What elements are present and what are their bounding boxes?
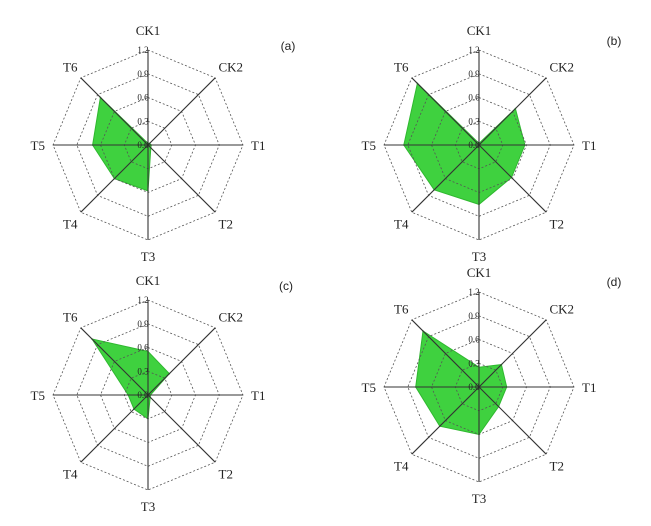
axis-label-t2: T2 xyxy=(219,467,233,482)
tick-label: 0.0 xyxy=(137,140,149,150)
spoke-t2 xyxy=(478,386,547,455)
tick-label: 0.6 xyxy=(468,93,480,103)
tick-label: 0.9 xyxy=(468,69,480,79)
grid-ring xyxy=(383,49,575,241)
tick-label: 0.9 xyxy=(137,319,149,329)
grid-ring xyxy=(76,323,220,467)
spoke-t4 xyxy=(80,394,149,463)
axis-label-t4: T4 xyxy=(63,467,78,482)
spoke-t6 xyxy=(80,327,149,396)
axis-label-t2: T2 xyxy=(550,217,564,232)
tick-label: 0.6 xyxy=(137,93,149,103)
axis-label-ck2: CK2 xyxy=(219,60,244,75)
spoke-t2 xyxy=(478,144,547,213)
axis-label-t3: T3 xyxy=(141,499,155,514)
axis-label-ck1: CK1 xyxy=(136,23,161,38)
axis-label-ck1: CK1 xyxy=(467,23,492,38)
tick-label: 1.2 xyxy=(468,287,479,297)
tick-label: 0.3 xyxy=(468,358,480,368)
spoke-ck2 xyxy=(478,319,547,388)
axis-label-ck2: CK2 xyxy=(550,60,575,75)
axis-label-t4: T4 xyxy=(63,217,78,232)
axis-label-t3: T3 xyxy=(472,249,486,264)
axis-label-t3: T3 xyxy=(141,249,155,264)
tick-label: 0.9 xyxy=(468,311,480,321)
grid-ring xyxy=(407,73,551,217)
spoke-ck2 xyxy=(478,77,547,146)
axis-label-t5: T5 xyxy=(362,380,376,395)
spoke-t4 xyxy=(411,144,480,213)
tick-label: 0.0 xyxy=(468,382,480,392)
tick-label: 0.9 xyxy=(137,69,149,79)
axis-label-ck2: CK2 xyxy=(550,302,575,317)
axis-label-ck2: CK2 xyxy=(219,310,244,325)
panel-label: (b) xyxy=(607,34,622,48)
axis-label-ck1: CK1 xyxy=(136,273,161,288)
axis-label-t4: T4 xyxy=(394,217,409,232)
tick-label: 0.3 xyxy=(468,116,480,126)
radar-chart-4: 0.0 0.3 0.6 0.9 1.2 CK1 CK2 T1 T2 T3 T4 T5 T6 (d) xyxy=(362,265,622,506)
tick-label: 0.6 xyxy=(468,335,480,345)
spoke-t6 xyxy=(80,77,149,146)
grid-ring xyxy=(52,299,244,491)
axis-label-t2: T2 xyxy=(219,217,233,232)
grid-ring xyxy=(52,49,244,241)
axis-label-t4: T4 xyxy=(394,459,409,474)
panel-label: (d) xyxy=(607,275,622,289)
axis-label-t1: T1 xyxy=(582,138,596,153)
panel-label: (c) xyxy=(279,279,293,293)
axis-label-ck1: CK1 xyxy=(467,265,492,280)
tick-label: 0.0 xyxy=(468,140,480,150)
tick-label: 0.3 xyxy=(137,116,149,126)
radar-chart-2: 0.0 0.3 0.6 0.9 1.2 CK1 CK2 T1 T2 T3 T4 T5 T6 (b) xyxy=(362,23,622,264)
tick-label: 0.3 xyxy=(137,366,149,376)
radar-chart-1: 0.0 0.3 0.6 0.9 1.2 CK1 CK2 T1 T2 T3 T4 T5 T6 (a) xyxy=(31,23,296,264)
grid-ring xyxy=(407,315,551,459)
axis-label-t1: T1 xyxy=(251,388,265,403)
axis-label-t3: T3 xyxy=(472,491,486,506)
axis-label-t6: T6 xyxy=(63,60,78,75)
grid-ring xyxy=(76,73,220,217)
tick-label: 0.0 xyxy=(137,390,149,400)
spoke-t4 xyxy=(80,144,149,213)
spoke-t4 xyxy=(411,386,480,455)
tick-label: 1.2 xyxy=(137,45,148,55)
axis-label-t1: T1 xyxy=(251,138,265,153)
spoke-t6 xyxy=(411,77,480,146)
axis-label-t5: T5 xyxy=(31,138,45,153)
axis-label-t2: T2 xyxy=(550,459,564,474)
axis-label-t6: T6 xyxy=(63,310,78,325)
spoke-t2 xyxy=(147,394,216,463)
axis-label-t5: T5 xyxy=(31,388,45,403)
axis-label-t6: T6 xyxy=(394,60,409,75)
radar-chart-3: 0.0 0.3 0.6 0.9 1.2 CK1 CK2 T1 T2 T3 T4 T5 T6 (c) xyxy=(31,273,293,514)
axis-label-t1: T1 xyxy=(582,380,596,395)
data-area xyxy=(415,330,508,436)
tick-label: 1.2 xyxy=(137,295,148,305)
tick-label: 1.2 xyxy=(468,45,479,55)
spoke-ck2 xyxy=(147,327,216,396)
spoke-ck2 xyxy=(147,77,216,146)
tick-label: 0.6 xyxy=(137,343,149,353)
panel-label: (a) xyxy=(281,39,296,53)
spoke-t2 xyxy=(147,144,216,213)
axis-label-t6: T6 xyxy=(394,302,409,317)
axis-label-t5: T5 xyxy=(362,138,376,153)
grid-ring xyxy=(383,291,575,483)
spoke-t6 xyxy=(411,319,480,388)
